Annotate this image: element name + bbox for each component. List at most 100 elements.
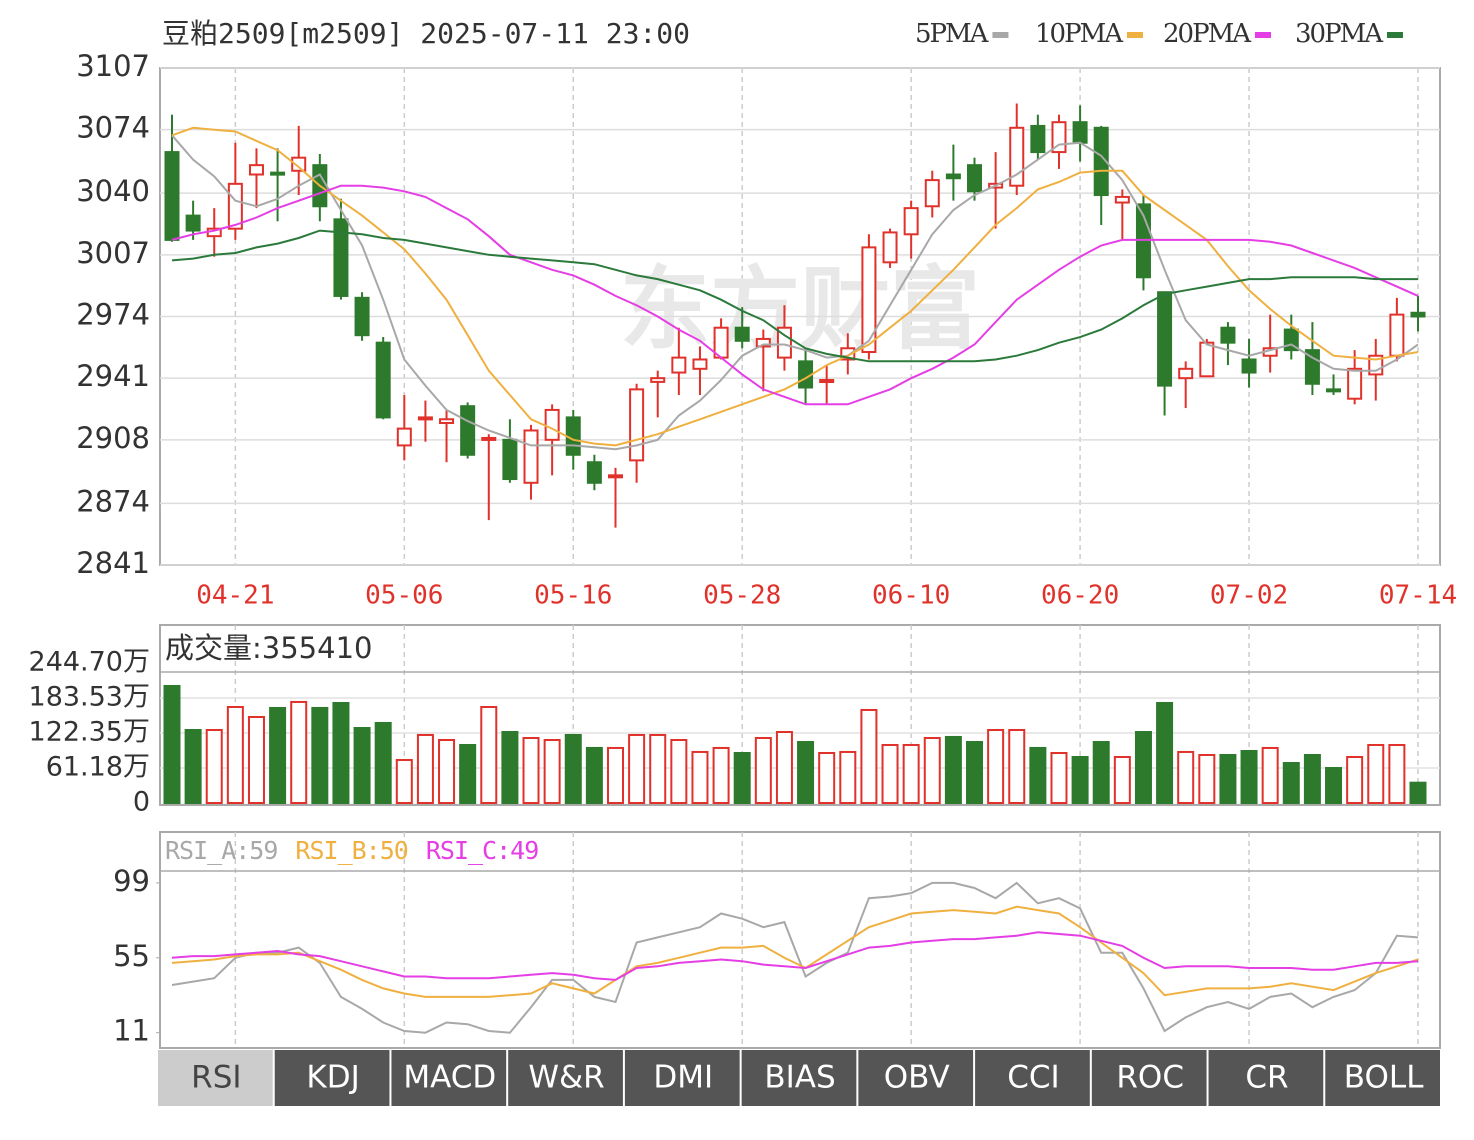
legend-label: RSI_B:50 <box>295 836 407 865</box>
tab-label[interactable]: ROC <box>1116 1060 1184 1096</box>
y-tick-label: 122.35万 <box>29 717 150 748</box>
rsi-line <box>171 905 1419 998</box>
volume-bar <box>797 741 815 805</box>
volume-bar <box>923 737 941 804</box>
volume-bar <box>860 708 878 804</box>
candle-body <box>629 388 645 462</box>
legend-label: 5PMA <box>915 19 990 49</box>
volume-bar <box>1008 728 1026 805</box>
candle-body <box>924 179 940 208</box>
x-tick-label: 05-16 <box>534 581 612 611</box>
tab-bg[interactable] <box>391 1050 507 1106</box>
tab-label[interactable]: BOLL <box>1344 1060 1424 1096</box>
candle-body <box>1389 313 1405 357</box>
tab-bg[interactable] <box>975 1050 1090 1106</box>
tab-bg[interactable] <box>624 1050 740 1106</box>
volume-bar <box>353 726 371 805</box>
candle-body <box>882 231 898 264</box>
legend-label: RSI_A:59 <box>165 836 277 865</box>
candle-body <box>840 347 856 361</box>
y-tick-label: 2841 <box>76 546 150 580</box>
x-tick-label: 07-02 <box>1210 581 1288 611</box>
candle-body <box>1347 367 1363 400</box>
volume-bar <box>628 733 646 804</box>
volume-bar <box>226 705 244 804</box>
panel-frame <box>159 624 1441 806</box>
candle-body <box>861 246 877 353</box>
candle-body <box>270 171 286 176</box>
tab-bg[interactable] <box>1325 1050 1440 1106</box>
volume-bar <box>1156 701 1174 804</box>
tab-bg[interactable] <box>508 1050 623 1106</box>
candle-body <box>164 151 180 241</box>
volume-bar <box>1198 753 1216 804</box>
volume-bar <box>395 758 413 805</box>
tab-bg[interactable] <box>1208 1050 1324 1106</box>
tab-label[interactable]: DMI <box>653 1060 713 1096</box>
tab[interactable]: ROC <box>1091 1050 1207 1106</box>
tab-label[interactable]: BIAS <box>764 1060 835 1096</box>
tab-bg[interactable] <box>741 1050 857 1106</box>
legend-label: 30PMA <box>1295 19 1384 49</box>
volume-title: 成交量:355410 <box>165 631 372 665</box>
volume-bar <box>818 751 836 804</box>
tab[interactable]: DMI <box>624 1050 740 1106</box>
volume-bar <box>438 739 456 805</box>
tab-bg[interactable] <box>858 1050 974 1106</box>
volume-bar <box>1409 781 1427 804</box>
tab[interactable]: MACD <box>391 1050 507 1106</box>
volume-bar <box>1029 746 1047 805</box>
volume-bar <box>1303 753 1321 804</box>
candle-body <box>819 379 835 384</box>
rsi-line <box>171 881 1419 1034</box>
volume-bar <box>1282 762 1300 805</box>
tab[interactable]: RSI <box>158 1050 273 1106</box>
tab-label[interactable]: W&R <box>528 1060 604 1096</box>
volume-bar <box>606 746 624 805</box>
tab[interactable]: CR <box>1208 1050 1324 1106</box>
candle-body <box>417 416 433 421</box>
tab[interactable]: KDJ <box>274 1050 390 1106</box>
x-tick-label: 06-20 <box>1041 581 1119 611</box>
tab-label[interactable]: OBV <box>884 1060 950 1096</box>
legend-swatch <box>1254 32 1271 38</box>
volume-bar <box>1388 743 1406 804</box>
volume-bar <box>1367 743 1385 804</box>
volume-bar <box>1071 756 1089 804</box>
candle-body <box>607 474 623 479</box>
candle-body <box>565 416 581 456</box>
candle-body <box>227 182 243 230</box>
x-tick-label: 05-28 <box>703 581 781 611</box>
tab-bg[interactable] <box>1091 1050 1207 1106</box>
tab[interactable]: BIAS <box>741 1050 857 1106</box>
tab[interactable]: OBV <box>858 1050 974 1106</box>
tab[interactable]: CCI <box>975 1050 1090 1106</box>
tab-label[interactable]: KDJ <box>306 1060 359 1096</box>
volume-bar <box>944 735 962 805</box>
volume-bar <box>966 741 984 805</box>
candle-body <box>692 358 708 370</box>
tab[interactable]: W&R <box>508 1050 623 1106</box>
volume-bar <box>1346 756 1364 804</box>
candle-body <box>185 214 201 232</box>
volume-bar <box>1325 766 1343 805</box>
y-tick-label: 3040 <box>76 174 150 208</box>
volume-bar <box>987 728 1005 805</box>
volume-bar <box>332 701 350 804</box>
tab-label[interactable]: CCI <box>1007 1060 1059 1096</box>
tab-bg[interactable] <box>274 1050 390 1106</box>
tab[interactable]: BOLL <box>1325 1050 1440 1106</box>
volume-bar <box>1134 730 1152 805</box>
candle-body <box>1199 341 1215 378</box>
y-tick-label: 244.70万 <box>29 647 150 678</box>
volume-bar <box>480 705 498 804</box>
tab-label[interactable]: RSI <box>191 1060 241 1096</box>
tab-bg[interactable] <box>158 1050 273 1106</box>
y-tick-label: 11 <box>113 1014 150 1048</box>
legend-swatch <box>1386 32 1403 38</box>
tab-label[interactable]: CR <box>1245 1060 1288 1096</box>
tab-label[interactable]: MACD <box>403 1060 496 1096</box>
candle-body <box>481 436 497 441</box>
y-tick-label: 2874 <box>76 484 150 518</box>
